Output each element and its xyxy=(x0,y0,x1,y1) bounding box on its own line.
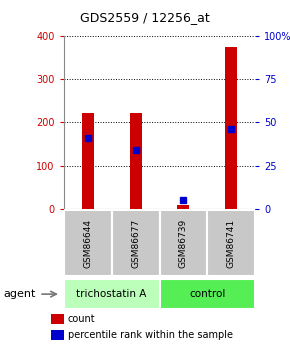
Bar xyxy=(64,210,112,276)
Bar xyxy=(82,113,94,209)
Bar xyxy=(130,113,142,209)
Text: GDS2559 / 12256_at: GDS2559 / 12256_at xyxy=(80,11,210,24)
Bar xyxy=(160,279,255,309)
Bar xyxy=(225,47,237,209)
Text: GSM86739: GSM86739 xyxy=(179,219,188,268)
Text: GSM86644: GSM86644 xyxy=(83,219,92,268)
Text: agent: agent xyxy=(3,289,35,299)
Text: control: control xyxy=(189,289,226,299)
Bar xyxy=(207,210,255,276)
Text: GSM86741: GSM86741 xyxy=(227,219,236,268)
Bar xyxy=(160,210,207,276)
Bar xyxy=(51,314,64,324)
Text: percentile rank within the sample: percentile rank within the sample xyxy=(68,330,233,340)
Text: count: count xyxy=(68,314,95,324)
Bar xyxy=(51,330,64,340)
Bar xyxy=(177,205,189,209)
Bar xyxy=(64,279,160,309)
Bar xyxy=(112,210,160,276)
Text: GSM86677: GSM86677 xyxy=(131,219,140,268)
Text: trichostatin A: trichostatin A xyxy=(77,289,147,299)
